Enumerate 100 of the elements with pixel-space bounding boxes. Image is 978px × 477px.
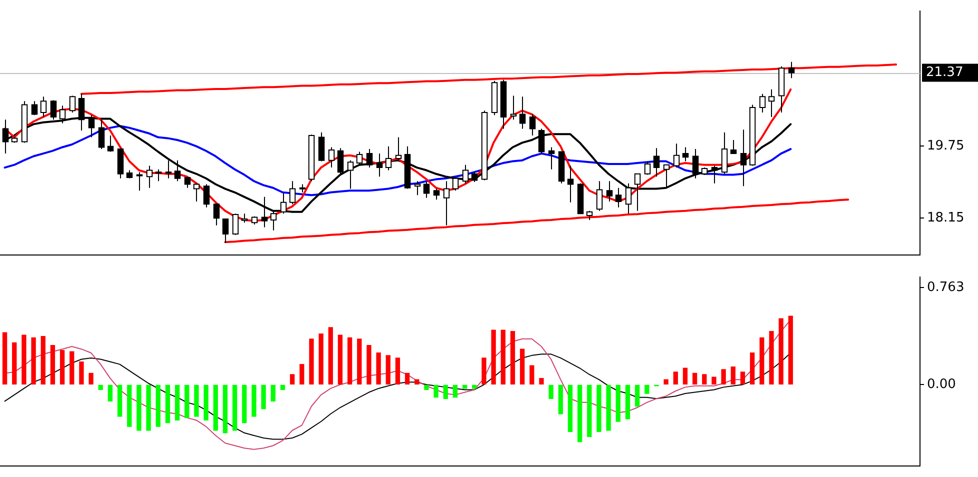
bar — [702, 374, 707, 384]
candlestick — [395, 136, 402, 162]
bar — [60, 350, 65, 384]
candlestick — [356, 151, 363, 166]
bar — [290, 374, 295, 384]
y-tick-label: 19.75 — [927, 138, 964, 154]
candlestick — [328, 146, 335, 168]
candlestick — [740, 129, 747, 187]
candlestick — [414, 180, 421, 196]
bar — [204, 384, 208, 421]
bar — [12, 342, 17, 384]
bar — [376, 352, 381, 384]
bar — [634, 384, 640, 407]
bar — [338, 334, 343, 384]
candlestick — [136, 172, 143, 192]
candlestick — [682, 146, 689, 162]
candlestick — [98, 119, 105, 150]
bar — [347, 337, 352, 384]
bar — [577, 384, 582, 442]
candlestick — [567, 165, 574, 203]
bar — [740, 372, 746, 384]
bar — [127, 384, 132, 427]
candlestick — [673, 143, 680, 168]
candlestick — [165, 160, 172, 179]
bar — [232, 384, 238, 431]
bar — [539, 378, 544, 384]
bar — [40, 336, 46, 384]
bar — [174, 384, 180, 421]
bar — [194, 384, 199, 417]
bar — [146, 384, 151, 431]
bar — [404, 372, 410, 384]
bar — [252, 384, 256, 417]
bar — [50, 344, 56, 384]
bar — [510, 330, 516, 384]
candlestick — [146, 165, 153, 188]
candlestick — [232, 213, 239, 236]
bar — [88, 372, 94, 384]
bar — [548, 384, 554, 399]
candlestick — [730, 140, 737, 154]
bar — [424, 384, 429, 390]
candlestick — [222, 218, 229, 244]
bar — [414, 379, 420, 384]
bar — [261, 384, 266, 410]
bar — [769, 330, 774, 384]
bar — [318, 334, 324, 384]
candlestick — [347, 160, 354, 190]
bar — [530, 365, 534, 384]
y-tick-label: 0.763 — [927, 280, 964, 296]
bar — [70, 351, 74, 384]
candlestick — [711, 165, 718, 184]
candlestick — [721, 132, 728, 174]
bar — [682, 368, 688, 384]
candlestick — [385, 146, 392, 171]
bar — [520, 348, 525, 384]
y-tick-label: 18.15 — [927, 210, 964, 226]
bar — [434, 384, 438, 398]
bar — [386, 355, 390, 384]
bar — [664, 379, 668, 384]
candlestick — [423, 182, 430, 198]
bar — [558, 384, 563, 414]
y-tick-label: 0.00 — [927, 377, 956, 392]
candlestick — [653, 148, 660, 178]
bar — [760, 337, 764, 384]
bar — [156, 384, 160, 427]
candlestick — [203, 184, 210, 208]
bar — [788, 316, 793, 384]
bar — [213, 384, 218, 431]
candlestick — [174, 160, 181, 182]
bar — [184, 384, 190, 418]
bar — [500, 330, 506, 384]
bar — [31, 337, 36, 384]
bar — [2, 332, 8, 384]
bar — [491, 330, 496, 384]
candlestick — [241, 213, 248, 224]
candlestick — [452, 178, 459, 192]
bar — [778, 318, 784, 384]
candlestick — [184, 177, 191, 188]
candlestick — [462, 164, 469, 184]
bar — [79, 361, 84, 384]
bar — [242, 384, 247, 424]
bar — [730, 366, 736, 384]
bar — [395, 358, 400, 384]
bar — [721, 369, 726, 384]
bar — [673, 372, 678, 384]
candlestick — [519, 96, 526, 130]
ref-line-label: 21.37 — [926, 65, 964, 80]
candlestick — [768, 88, 775, 118]
candlestick — [31, 100, 38, 116]
bar — [136, 384, 142, 431]
candlestick — [366, 148, 373, 168]
candlestick — [538, 128, 545, 154]
candlestick — [548, 146, 555, 170]
candlestick — [69, 95, 76, 113]
candlestick — [788, 61, 795, 79]
candlestick — [40, 96, 47, 118]
candlestick — [510, 95, 517, 120]
candlestick — [289, 180, 296, 205]
bar — [300, 364, 304, 384]
bar — [366, 344, 372, 384]
bar — [625, 384, 630, 420]
